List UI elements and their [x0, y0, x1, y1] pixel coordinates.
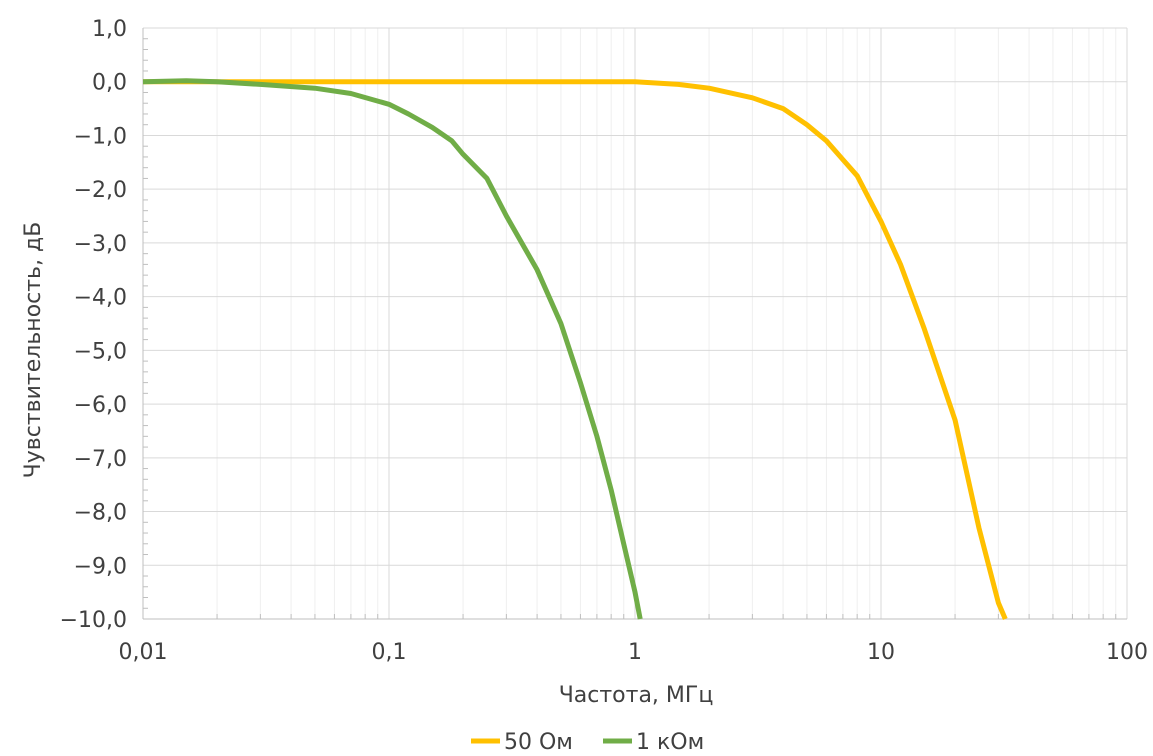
x-tick-label: 100 [1106, 640, 1148, 665]
legend: 50 Ом 1 кОм [471, 730, 704, 755]
legend-label-50-ohm: 50 Ом [504, 730, 573, 755]
y-tick-label: −9,0 [74, 554, 127, 579]
series-line-50-ohm [143, 79, 1008, 620]
y-tick-labels: 1,0 0,0 −1,0 −2,0 −3,0 −4,0 −5,0 −6,0 −7,0 −8,0 −9… [60, 17, 127, 633]
y-tick-label: −8,0 [74, 501, 127, 526]
y-axis-title: Чувствительность, дБ [21, 222, 46, 479]
x-tick-label: 0,1 [372, 640, 407, 665]
x-tick-labels: 0,01 0,1 1 10 100 [119, 640, 1148, 665]
y-tick-label: 0,0 [92, 71, 127, 96]
x-tick-label: 10 [867, 640, 895, 665]
y-tick-label: −5,0 [74, 339, 127, 364]
x-tick-label: 0,01 [119, 640, 168, 665]
y-tick-label: −1,0 [74, 124, 127, 149]
series-group [142, 78, 1008, 620]
series-line-1-kohm [142, 78, 643, 620]
legend-label-1-kohm: 1 кОм [636, 730, 704, 755]
y-tick-label: −3,0 [74, 232, 127, 257]
x-axis-title: Частота, МГц [559, 683, 714, 708]
y-tick-label: −6,0 [74, 393, 127, 418]
y-tick-label: −4,0 [74, 286, 127, 311]
y-tick-label: −7,0 [74, 447, 127, 472]
y-tick-label: −10,0 [60, 608, 127, 633]
y-tick-label: −2,0 [74, 178, 127, 203]
x-tick-label: 1 [628, 640, 642, 665]
y-tick-label: 1,0 [92, 17, 127, 42]
y-minor-ticks [143, 38, 148, 609]
